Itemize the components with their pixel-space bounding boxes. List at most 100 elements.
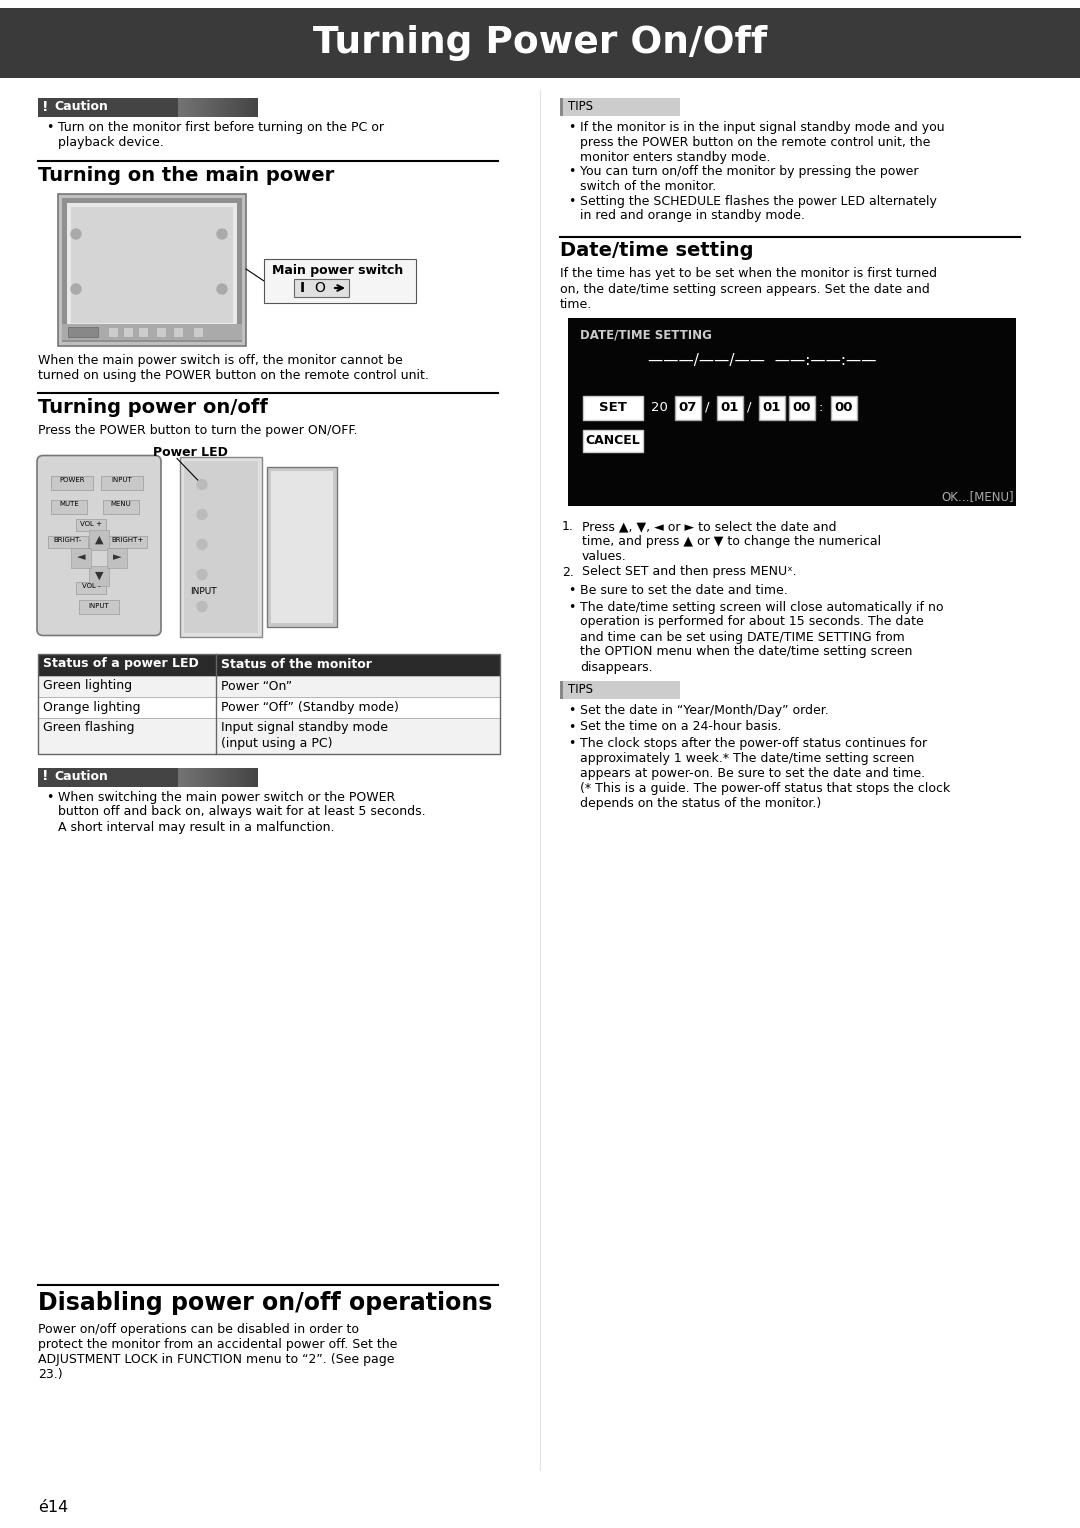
Bar — [173, 327, 183, 338]
Bar — [561, 98, 563, 116]
Bar — [561, 681, 563, 698]
Text: Select SET and then press MENUˣ.: Select SET and then press MENUˣ. — [582, 565, 797, 579]
Bar — [38, 697, 216, 718]
Bar — [38, 654, 500, 753]
Bar — [103, 500, 139, 513]
Bar — [107, 535, 147, 547]
Text: •: • — [568, 736, 576, 750]
Text: If the time has yet to be set when the monitor is first turned
on, the date/time: If the time has yet to be set when the m… — [561, 267, 937, 310]
Bar — [71, 547, 91, 567]
Text: Turning Power On/Off: Turning Power On/Off — [313, 24, 767, 61]
Bar — [156, 327, 166, 338]
Text: The date/time setting screen will close automatically if no
operation is perform: The date/time setting screen will close … — [580, 601, 944, 674]
Text: 01: 01 — [720, 400, 739, 414]
Text: TIPS: TIPS — [568, 683, 593, 695]
Bar — [68, 327, 98, 338]
Bar — [62, 199, 242, 342]
Text: Main power switch: Main power switch — [272, 264, 403, 277]
Text: ►: ► — [112, 553, 121, 562]
Text: Caution: Caution — [54, 770, 108, 782]
Text: When switching the main power switch or the POWER
button off and back on, always: When switching the main power switch or … — [58, 790, 426, 833]
Bar — [62, 324, 242, 341]
Bar — [831, 396, 858, 420]
Text: Turn on the monitor first before turning on the PC or
playback device.: Turn on the monitor first before turning… — [58, 121, 384, 150]
Text: VOL +: VOL + — [80, 521, 102, 527]
Text: Green flashing: Green flashing — [43, 721, 135, 735]
Bar — [108, 327, 118, 338]
Bar — [717, 396, 743, 420]
Text: :: : — [819, 400, 823, 414]
Text: !: ! — [42, 770, 49, 784]
Text: •: • — [568, 165, 576, 177]
Bar — [123, 327, 133, 338]
Text: /: / — [705, 400, 710, 414]
Bar — [51, 500, 87, 513]
Text: 01: 01 — [762, 400, 781, 414]
Circle shape — [197, 602, 207, 611]
Bar — [264, 260, 416, 303]
Bar — [216, 697, 500, 718]
Text: ▲: ▲ — [95, 535, 104, 544]
Circle shape — [71, 229, 81, 238]
Text: When the main power switch is off, the monitor cannot be
turned on using the POW: When the main power switch is off, the m… — [38, 354, 429, 382]
Bar — [789, 396, 815, 420]
Text: !: ! — [42, 99, 49, 115]
Bar — [271, 471, 333, 622]
Text: Caution: Caution — [54, 99, 108, 113]
Text: Green lighting: Green lighting — [43, 680, 132, 692]
Text: Status of a power LED: Status of a power LED — [43, 657, 199, 671]
Bar — [0, 8, 1080, 78]
Text: Disabling power on/off operations: Disabling power on/off operations — [38, 1291, 492, 1316]
Bar — [561, 98, 680, 116]
Text: CANCEL: CANCEL — [585, 434, 640, 448]
Text: Date/time setting: Date/time setting — [561, 241, 754, 260]
Text: ———/——/——  ——:——:——: ———/——/—— ——:——:—— — [648, 353, 877, 368]
Text: •: • — [46, 121, 53, 134]
Circle shape — [71, 284, 81, 293]
Text: /: / — [747, 400, 752, 414]
Text: •: • — [568, 721, 576, 733]
Text: Power “Off” (Standby mode): Power “Off” (Standby mode) — [221, 700, 399, 714]
Text: DATE/TIME SETTING: DATE/TIME SETTING — [580, 329, 712, 341]
Bar — [583, 396, 643, 420]
Text: Set the time on a 24-hour basis.: Set the time on a 24-hour basis. — [580, 721, 782, 733]
Text: O: O — [314, 281, 325, 295]
Bar — [89, 565, 109, 585]
Text: INPUT: INPUT — [111, 477, 133, 483]
Text: BRIGHT-: BRIGHT- — [54, 538, 82, 544]
Bar — [216, 718, 500, 753]
Bar — [89, 530, 109, 550]
Circle shape — [197, 539, 207, 550]
Circle shape — [197, 570, 207, 579]
Bar — [267, 466, 337, 626]
Text: Power “On”: Power “On” — [221, 680, 292, 692]
Text: INPUT: INPUT — [190, 587, 217, 596]
Text: •: • — [568, 601, 576, 614]
Bar — [759, 396, 785, 420]
Bar — [102, 475, 143, 489]
Bar — [38, 767, 258, 787]
Bar — [58, 194, 246, 345]
Bar — [38, 654, 500, 675]
Circle shape — [217, 229, 227, 238]
Text: •: • — [568, 194, 576, 208]
Text: VOL -: VOL - — [82, 584, 100, 590]
Text: 07: 07 — [679, 400, 698, 414]
Text: Power LED: Power LED — [153, 446, 228, 458]
Bar — [38, 98, 258, 118]
Text: BRIGHT+: BRIGHT+ — [111, 538, 144, 544]
Bar — [138, 327, 148, 338]
Bar — [294, 280, 349, 296]
Text: 00: 00 — [835, 400, 853, 414]
Text: 1.: 1. — [562, 520, 573, 533]
Text: •: • — [568, 704, 576, 717]
Bar — [38, 718, 216, 753]
Bar — [675, 396, 701, 420]
Bar — [561, 681, 680, 698]
Text: 2.: 2. — [562, 565, 573, 579]
Text: POWER: POWER — [59, 477, 84, 483]
Circle shape — [197, 509, 207, 520]
Bar — [51, 475, 93, 489]
Text: Status of the monitor: Status of the monitor — [221, 657, 372, 671]
Text: The clock stops after the power-off status continues for
approximately 1 week.* : The clock stops after the power-off stat… — [580, 736, 950, 810]
